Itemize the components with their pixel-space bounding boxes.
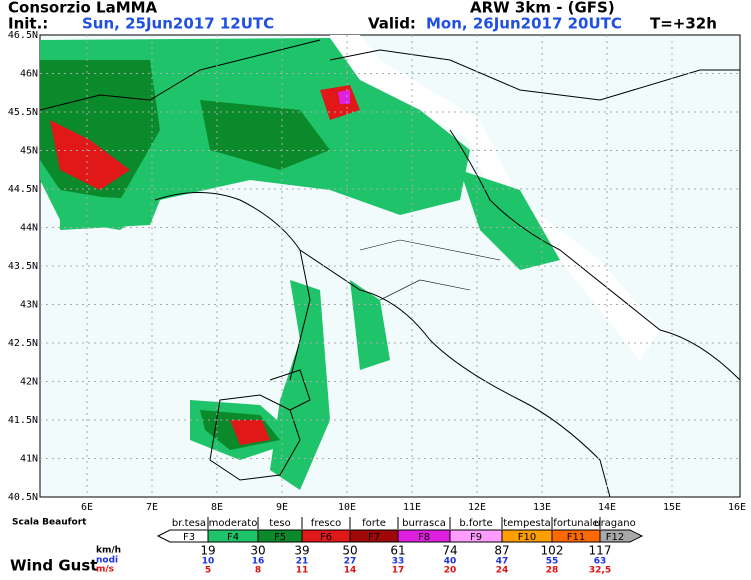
ms-value: 11 — [296, 566, 309, 576]
lat-label: 45N — [20, 146, 38, 157]
legend-descriptor: moderato — [209, 518, 258, 529]
lat-label: 43.5N — [8, 261, 38, 272]
lon-label: 9E — [276, 502, 288, 513]
legend-descriptor: br.tesa — [172, 518, 206, 529]
title: Consorzio LaMMA — [8, 0, 158, 17]
ms-value: 5 — [205, 566, 211, 576]
legend-code: F5 — [274, 532, 286, 543]
ms-value: 14 — [344, 566, 357, 576]
unit-ms: m/s — [96, 565, 114, 575]
ms-value: 24 — [496, 566, 509, 576]
lat-label: 42N — [20, 377, 38, 388]
legend-code: F6 — [320, 532, 332, 543]
knots-value: 16 — [252, 557, 265, 567]
kmh-value: 117 — [589, 544, 612, 558]
legend-descriptor: fortunale — [553, 518, 598, 529]
model: ARW 3km - (GFS) — [470, 0, 615, 17]
lat-label: 44.5N — [8, 184, 38, 195]
legend-code: F3 — [183, 532, 195, 543]
lat-label: 46N — [20, 69, 38, 80]
knots-value: 40 — [444, 557, 457, 567]
knots-value: 21 — [296, 557, 309, 567]
lat-label: 44N — [20, 223, 38, 234]
lon-label: 8E — [211, 502, 223, 513]
lon-label: 7E — [146, 502, 158, 513]
kmh-value: 19 — [200, 544, 215, 558]
knots-value: 10 — [202, 557, 215, 567]
lon-label: 10E — [338, 502, 356, 513]
legend-box — [599, 529, 644, 543]
legend-descriptor: uragano — [594, 518, 636, 529]
legend-descriptor: burrasca — [402, 518, 446, 529]
unit-knots: nodi — [96, 556, 118, 566]
kmh-value: 61 — [390, 544, 405, 558]
ms-value: 32,5 — [589, 566, 611, 576]
knots-value: 55 — [546, 557, 559, 567]
knots-value: 47 — [496, 557, 509, 567]
lead-time: T=+32h — [650, 15, 717, 33]
lon-label: 12E — [468, 502, 486, 513]
lon-label: 16E — [728, 502, 746, 513]
lon-label: 15E — [663, 502, 681, 513]
legend-descriptor: teso — [269, 518, 290, 529]
lat-label: 41.5N — [8, 415, 38, 426]
lat-label: 46.5N — [8, 30, 38, 41]
lat-label: 41N — [20, 454, 38, 465]
legend-descriptor: fresco — [311, 518, 341, 529]
legend-descriptor: tempesta — [503, 518, 551, 529]
ms-value: 8 — [255, 566, 261, 576]
kmh-value: 74 — [442, 544, 457, 558]
lon-label: 11E — [403, 502, 421, 513]
lon-label: 13E — [533, 502, 551, 513]
lon-label: 14E — [598, 502, 616, 513]
lon-label: 6E — [81, 502, 93, 513]
ms-value: 28 — [546, 566, 559, 576]
lat-label: 43N — [20, 300, 38, 311]
legend-code: F10 — [518, 532, 536, 543]
lat-label: 45.5N — [8, 107, 38, 118]
knots-value: 27 — [344, 557, 357, 567]
legend-descriptor: b.forte — [459, 518, 492, 529]
valid-date: Mon, 26Jun2017 20UTC — [426, 15, 622, 33]
kmh-value: 50 — [342, 544, 357, 558]
legend-code: F12 — [606, 532, 624, 543]
legend-code: F9 — [470, 532, 482, 543]
lat-label: 40.5N — [8, 492, 38, 503]
legend-descriptor: forte — [362, 518, 386, 529]
kmh-value: 87 — [494, 544, 509, 558]
ms-value: 20 — [444, 566, 457, 576]
ms-value: 17 — [392, 566, 405, 576]
init-label: Init.: — [8, 15, 48, 33]
kmh-value: 39 — [294, 544, 309, 558]
gust-title: Wind Gust — [10, 557, 97, 575]
scale-title: Scala Beaufort — [12, 518, 87, 528]
kmh-value: 30 — [250, 544, 265, 558]
kmh-value: 102 — [541, 544, 564, 558]
legend-code: F11 — [567, 532, 585, 543]
lat-label: 42.5N — [8, 338, 38, 349]
valid-label: Valid: — [368, 15, 416, 33]
legend-code: F7 — [368, 532, 380, 543]
knots-value: 63 — [594, 557, 607, 567]
init-date: Sun, 25Jun2017 12UTC — [82, 15, 274, 33]
unit-kmh: km/h — [96, 546, 121, 556]
knots-value: 33 — [392, 557, 405, 567]
legend-code: F8 — [418, 532, 430, 543]
legend-code: F4 — [227, 532, 239, 543]
